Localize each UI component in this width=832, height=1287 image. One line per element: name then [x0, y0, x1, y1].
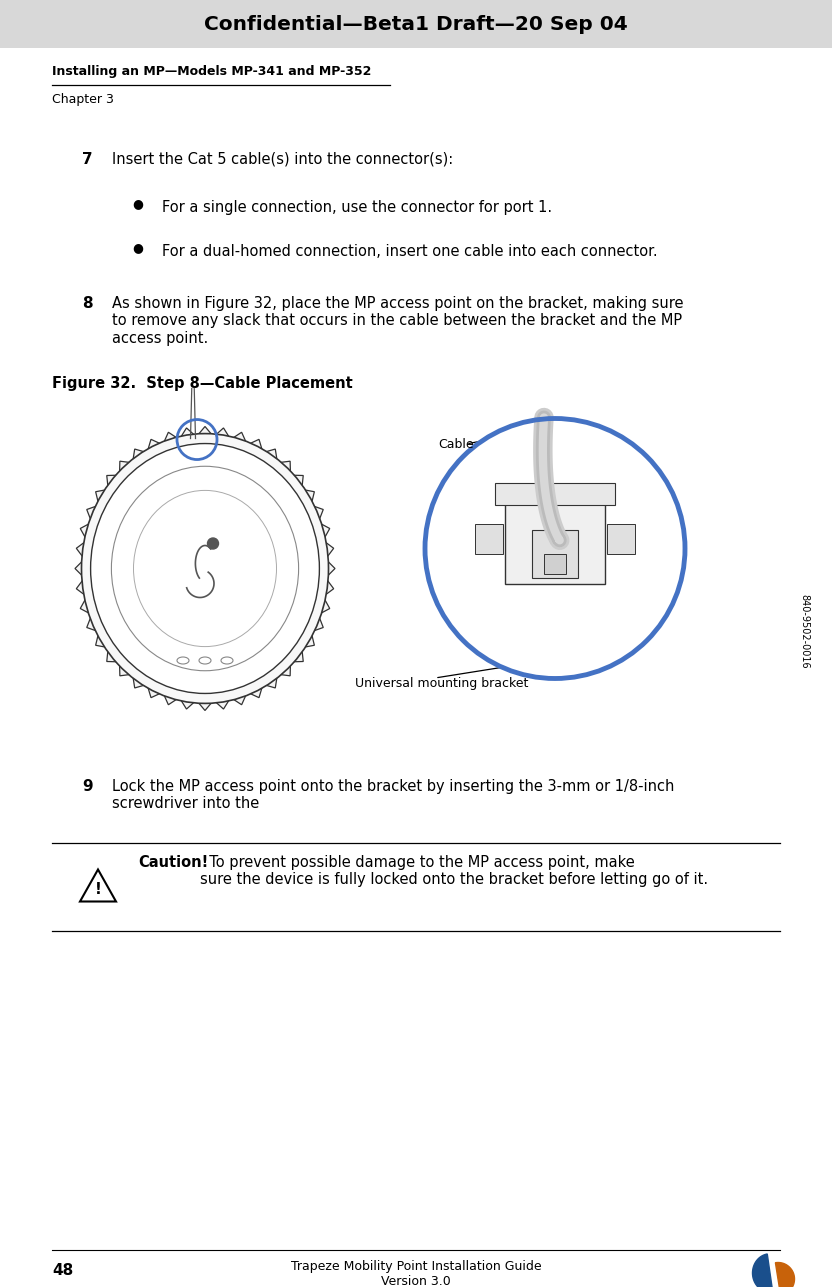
Ellipse shape: [221, 656, 233, 664]
Text: Insert the Cat 5 cable(s) into the connector(s):: Insert the Cat 5 cable(s) into the conne…: [112, 152, 453, 167]
Text: !: !: [95, 882, 102, 897]
FancyBboxPatch shape: [607, 524, 635, 553]
Circle shape: [425, 418, 685, 678]
Text: Chapter 3: Chapter 3: [52, 93, 114, 106]
Text: Caution!: Caution!: [138, 855, 208, 870]
Text: To prevent possible damage to the MP access point, make
sure the device is fully: To prevent possible damage to the MP acc…: [200, 855, 708, 888]
Text: Trapeze Mobility Point Installation Guide
Version 3.0: Trapeze Mobility Point Installation Guid…: [290, 1260, 542, 1287]
Ellipse shape: [133, 490, 276, 646]
Text: ●: ●: [132, 197, 143, 210]
Ellipse shape: [82, 434, 329, 704]
Text: For a dual-homed connection, insert one cable into each connector.: For a dual-homed connection, insert one …: [162, 245, 657, 259]
FancyBboxPatch shape: [532, 529, 578, 578]
Text: 840-9502-0016: 840-9502-0016: [799, 593, 809, 668]
Text: As shown in Figure 32, place the MP access point on the bracket, making sure
to : As shown in Figure 32, place the MP acce…: [112, 296, 684, 346]
Polygon shape: [752, 1254, 773, 1287]
Text: Lock the MP access point onto the bracket by inserting the 3-mm or 1/8-inch
scre: Lock the MP access point onto the bracke…: [112, 779, 675, 811]
FancyBboxPatch shape: [544, 553, 566, 574]
Text: Confidential—Beta1 Draft—20 Sep 04: Confidential—Beta1 Draft—20 Sep 04: [204, 14, 628, 33]
Ellipse shape: [177, 656, 189, 664]
Polygon shape: [80, 870, 116, 901]
FancyBboxPatch shape: [495, 483, 615, 505]
Text: Cable: Cable: [438, 438, 473, 450]
Text: 9: 9: [82, 779, 92, 794]
FancyBboxPatch shape: [505, 498, 605, 583]
Text: For a single connection, use the connector for port 1.: For a single connection, use the connect…: [162, 199, 552, 215]
FancyBboxPatch shape: [0, 0, 832, 48]
Polygon shape: [775, 1263, 795, 1287]
Text: 48: 48: [52, 1263, 73, 1278]
Circle shape: [207, 538, 219, 550]
Text: Installing an MP—Models MP-341 and MP-352: Installing an MP—Models MP-341 and MP-35…: [52, 66, 371, 79]
Text: Universal mounting bracket: Universal mounting bracket: [355, 677, 528, 690]
Text: 7: 7: [82, 152, 92, 167]
Text: 8: 8: [82, 296, 92, 311]
Polygon shape: [75, 426, 335, 710]
Text: ●: ●: [132, 241, 143, 254]
Ellipse shape: [111, 466, 299, 671]
Ellipse shape: [199, 656, 211, 664]
Ellipse shape: [91, 444, 319, 694]
FancyBboxPatch shape: [475, 524, 503, 553]
Text: Figure 32.  Step 8—Cable Placement: Figure 32. Step 8—Cable Placement: [52, 376, 353, 391]
